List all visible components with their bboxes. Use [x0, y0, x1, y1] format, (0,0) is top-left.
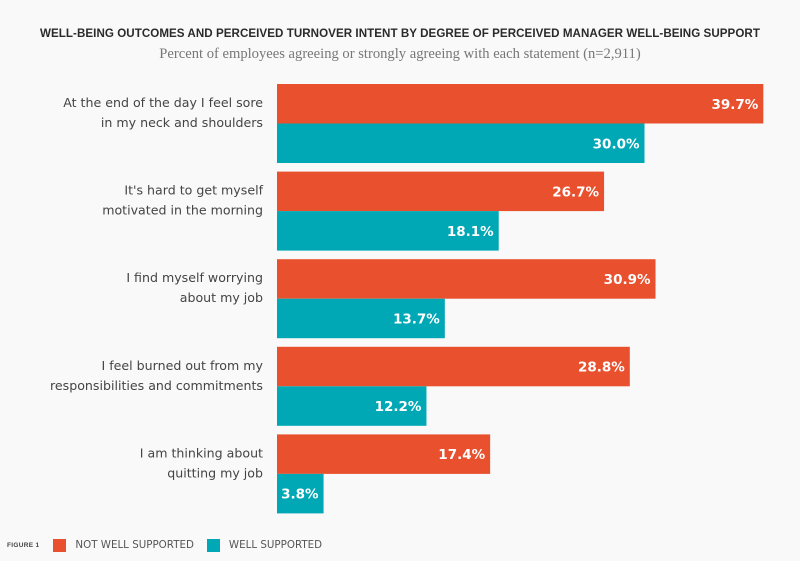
bar-well-supported: [277, 386, 427, 426]
category-label: It's hard to get myself motivated in the …: [102, 183, 263, 218]
bar-not-well-supported: [277, 346, 630, 387]
figure-label: FIGURE 1: [7, 541, 40, 549]
bar-well-supported: [277, 123, 645, 163]
legend: FIGURE 1 NOT WELL SUPPORTED WELL SUPPORT…: [7, 536, 335, 554]
chart-subtitle: Percent of employees agreeing or strongl…: [159, 46, 641, 62]
legend-label-not-well-supported: NOT WELL SUPPORTED: [75, 539, 194, 551]
data-label: 30.9%: [604, 272, 651, 288]
bar-not-well-supported: [277, 259, 656, 299]
category-label: I feel burned out from my responsibilitie…: [50, 358, 264, 393]
bar-not-well-supported: [277, 171, 605, 212]
bar-not-well-supported: [277, 84, 764, 124]
data-label: 30.0%: [593, 136, 640, 152]
category-label: I find myself worrying about my job: [126, 270, 263, 305]
legend-label-well-supported: WELL SUPPORTED: [228, 539, 323, 551]
data-label: 17.4%: [438, 447, 485, 463]
data-label: 39.7%: [711, 97, 758, 113]
bar-well-supported: [277, 473, 324, 514]
data-label: 18.1%: [447, 224, 494, 240]
category-label: I am thinking about quitting my job: [140, 445, 263, 480]
legend-swatch-not-well-supported: [53, 538, 67, 552]
data-label: 26.7%: [552, 184, 599, 200]
bar-not-well-supported: [277, 434, 491, 474]
bar-well-supported: [277, 211, 499, 251]
data-label: 12.2%: [375, 399, 422, 415]
bar-well-supported: [277, 298, 445, 339]
category-label: At the end of the day I feel sore in my n…: [63, 95, 263, 130]
legend-swatch-well-supported: [206, 538, 220, 552]
data-label: 3.8%: [281, 487, 319, 503]
data-label: 13.7%: [393, 311, 440, 327]
chart-title: WELL-BEING OUTCOMES AND PERCEIVED TURNOV…: [40, 27, 760, 40]
data-label: 28.8%: [578, 360, 625, 376]
